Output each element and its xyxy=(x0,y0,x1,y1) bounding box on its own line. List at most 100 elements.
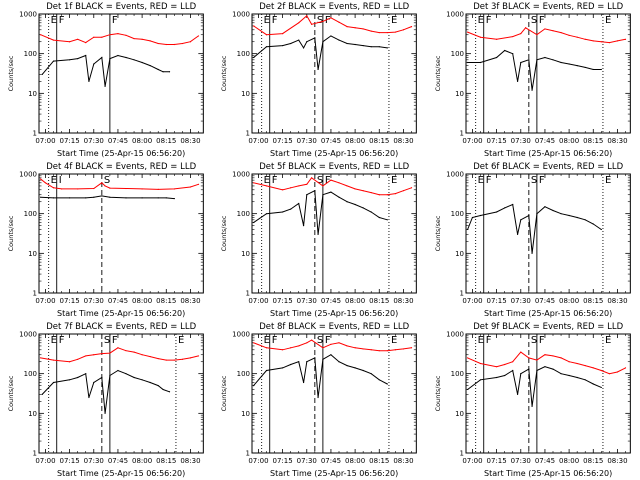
x-tick-label: 07:00 xyxy=(35,457,55,465)
data-point xyxy=(338,196,340,198)
marker-label: S xyxy=(530,335,536,346)
x-tick-label: 07:30 xyxy=(297,457,317,465)
data-point xyxy=(362,207,365,209)
data-point xyxy=(576,36,578,38)
panel-title: Det 4f BLACK = Events, RED = LLD xyxy=(46,162,196,172)
data-point xyxy=(168,71,171,73)
marker-label: F xyxy=(325,175,331,186)
data-point xyxy=(466,357,468,359)
data-point xyxy=(330,354,332,356)
x-tick-label: 08:15 xyxy=(156,297,176,305)
marker-label: E xyxy=(51,15,57,26)
data-point xyxy=(133,376,135,379)
data-point xyxy=(511,53,513,55)
data-point xyxy=(576,376,578,379)
data-point xyxy=(495,366,497,368)
series-line xyxy=(40,195,175,200)
data-point xyxy=(93,354,95,356)
data-point xyxy=(306,15,308,17)
data-point xyxy=(479,379,481,381)
data-point xyxy=(560,373,562,375)
data-point xyxy=(535,369,538,372)
data-point xyxy=(40,178,42,180)
data-point xyxy=(125,56,127,59)
data-point xyxy=(141,38,143,40)
x-axis-label: Start Time (25-Apr-15 06:56:20) xyxy=(484,149,612,158)
data-point xyxy=(346,201,348,203)
data-point xyxy=(125,34,127,36)
data-point xyxy=(69,361,71,363)
data-point xyxy=(141,61,143,64)
data-point xyxy=(531,405,533,407)
marker-label: F xyxy=(485,15,491,26)
data-point xyxy=(387,31,389,34)
x-tick-label: 07:15 xyxy=(273,457,293,465)
marker-label: F xyxy=(539,175,545,186)
data-point xyxy=(197,183,200,185)
data-point xyxy=(346,364,348,367)
data-point xyxy=(298,185,300,187)
data-point xyxy=(370,349,373,351)
data-point xyxy=(290,42,292,45)
data-point xyxy=(282,211,284,213)
marker-label: F xyxy=(59,335,65,346)
data-point xyxy=(568,63,570,65)
data-point xyxy=(519,61,522,64)
data-point xyxy=(314,357,316,359)
data-point xyxy=(149,355,151,358)
data-point xyxy=(104,412,106,414)
marker-label: E xyxy=(477,15,483,26)
data-point xyxy=(535,359,538,361)
marker-label: S xyxy=(317,15,323,26)
marker-label: E xyxy=(477,175,483,186)
data-point xyxy=(311,177,313,179)
series-line xyxy=(41,369,170,414)
data-point xyxy=(266,185,268,187)
x-tick-label: 08:30 xyxy=(394,457,414,465)
marker-label: I xyxy=(59,175,62,186)
data-point xyxy=(314,190,316,192)
data-point xyxy=(88,396,90,399)
marker-label: S xyxy=(104,335,110,346)
data-point xyxy=(141,188,143,190)
data-point xyxy=(322,194,324,196)
data-point xyxy=(290,363,292,366)
data-point xyxy=(395,349,397,351)
data-point xyxy=(519,33,522,35)
data-point xyxy=(544,354,546,356)
data-point xyxy=(387,47,389,49)
x-tick-label: 08:00 xyxy=(132,457,152,465)
data-point xyxy=(346,345,348,347)
data-point xyxy=(253,56,255,59)
data-point xyxy=(157,68,159,71)
panel-1: Det 1f BLACK = Events, RED = LLD Counts/s… xyxy=(7,2,204,158)
data-point xyxy=(552,30,554,32)
data-point xyxy=(60,188,63,190)
data-point xyxy=(511,35,513,38)
x-tick-label: 07:00 xyxy=(462,297,482,305)
data-point xyxy=(516,233,518,236)
panel-4: Det 4f BLACK = Events, RED = LLD Counts/s… xyxy=(7,162,204,318)
data-point xyxy=(370,211,373,213)
y-tick-label: 10 xyxy=(241,410,250,418)
x-axis-label: Start Time (25-Apr-15 06:56:20) xyxy=(57,469,185,478)
data-point xyxy=(576,362,578,365)
y-axis-label: Counts/sec xyxy=(434,375,442,411)
data-point xyxy=(173,197,175,200)
data-point xyxy=(387,219,389,221)
data-point xyxy=(322,347,324,349)
marker-label: E xyxy=(605,15,611,26)
x-tick-label: 07:00 xyxy=(35,297,55,305)
data-point xyxy=(403,348,405,350)
data-point xyxy=(157,385,159,387)
data-point xyxy=(168,391,171,393)
data-point xyxy=(379,31,381,34)
x-tick-label: 07:45 xyxy=(535,297,555,305)
data-point xyxy=(479,36,481,38)
y-tick-label: 100 xyxy=(450,50,463,58)
data-point xyxy=(600,369,602,372)
data-point xyxy=(40,34,42,36)
y-tick-label: 100 xyxy=(237,370,250,378)
data-point xyxy=(290,208,292,210)
data-point xyxy=(303,381,305,384)
